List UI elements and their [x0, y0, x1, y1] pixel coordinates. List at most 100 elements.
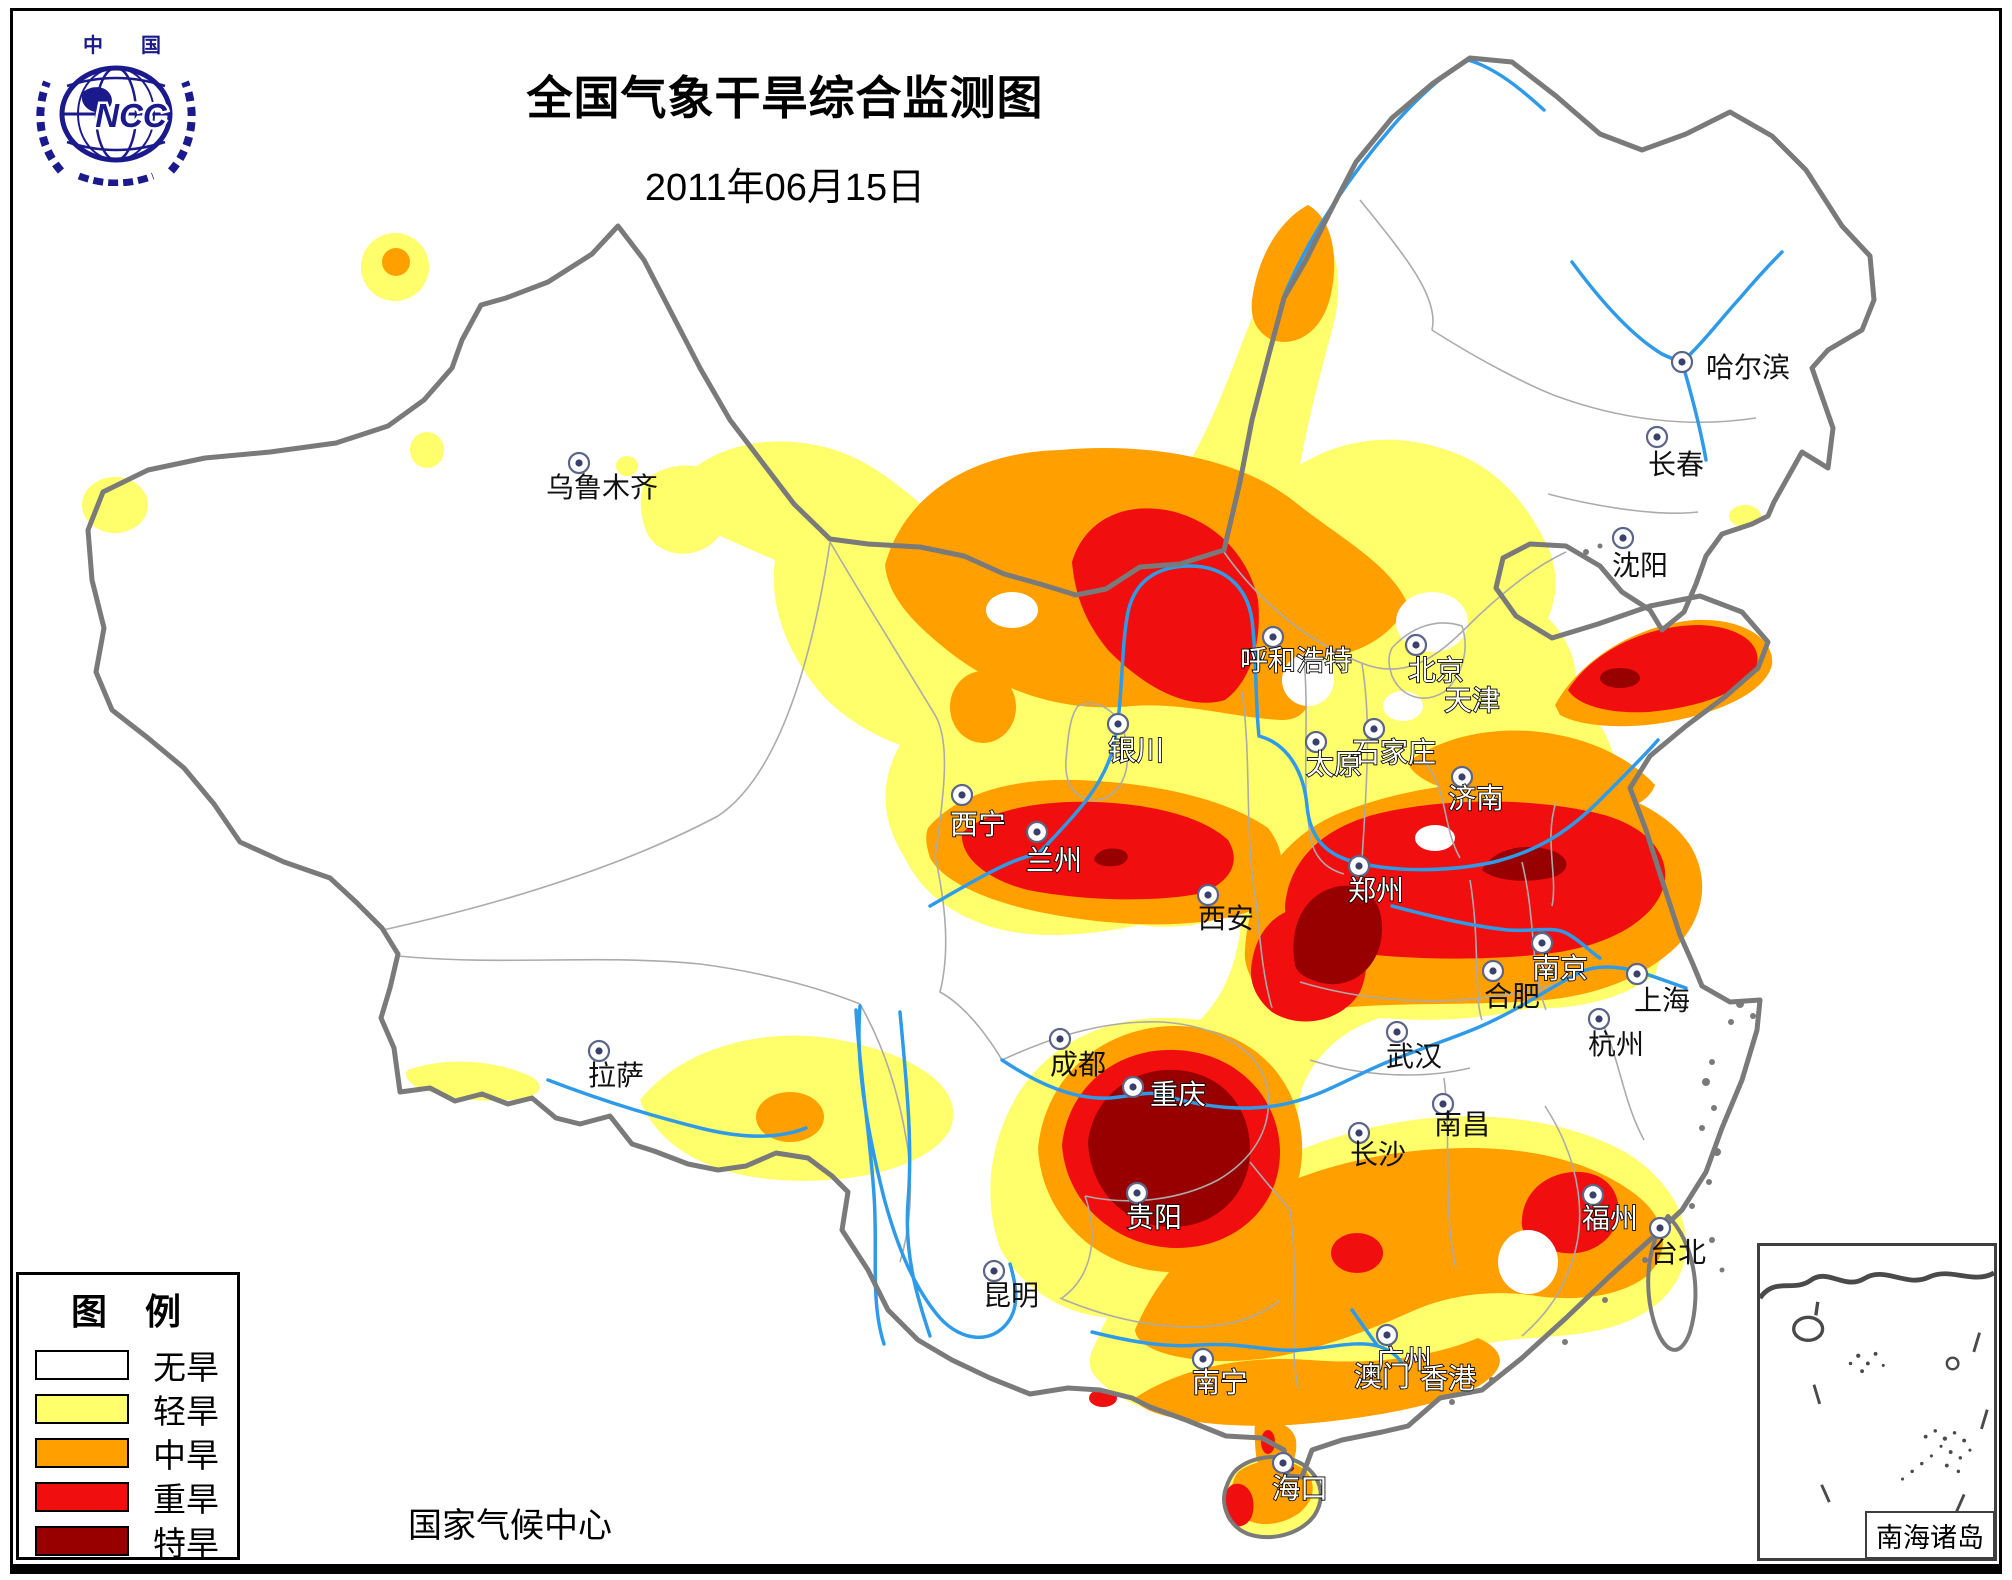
- city-marker-dot-icon: [1355, 1129, 1363, 1137]
- attribution: 国家气候中心: [408, 1506, 612, 1546]
- city-label: 兰州: [1026, 844, 1082, 877]
- city-fuzhou: 福州: [1581, 1183, 1639, 1236]
- legend-item-label: 无旱: [153, 1348, 219, 1387]
- city-haikou: 海口: [1271, 1451, 1329, 1506]
- city-marker-dot-icon: [1458, 773, 1466, 781]
- city-label: 福州: [1582, 1202, 1638, 1235]
- city-label: 郑州: [1348, 874, 1404, 907]
- legend-swatch-extreme: [35, 1526, 129, 1556]
- legend-swatch-severe: [35, 1482, 129, 1512]
- city-marker-dot-icon: [1129, 1083, 1137, 1091]
- city-label: 太原: [1306, 748, 1362, 781]
- drought-layer-none: [986, 592, 1558, 1294]
- inset-label: 南海诸岛: [1876, 1522, 1984, 1554]
- city-label: 重庆: [1150, 1078, 1206, 1111]
- city-label: 北京: [1408, 654, 1464, 687]
- city-marker-dot-icon: [1199, 1355, 1207, 1363]
- city-label: 银川: [1108, 734, 1164, 767]
- city-label: 澳门: [1354, 1360, 1410, 1393]
- city-marker-dot-icon: [1595, 1015, 1603, 1023]
- legend-row-extreme: 特旱: [19, 1519, 237, 1563]
- inset-coastline: [1758, 1270, 1996, 1300]
- city-yinchuan: 银川: [1106, 712, 1165, 768]
- city-label: 上海: [1634, 984, 1690, 1017]
- city-nanchang: 南昌: [1431, 1092, 1490, 1141]
- laurel-bottom-icon: [77, 172, 155, 186]
- city-marker-dot-icon: [1653, 433, 1661, 441]
- legend-title: 图 例: [70, 1291, 195, 1332]
- city-label: 济南: [1448, 782, 1504, 815]
- south-china-sea-inset: 南海诸岛: [1757, 1243, 1997, 1561]
- city-taipei: 台北: [1648, 1216, 1706, 1269]
- city-marker-dot-icon: [1538, 939, 1546, 947]
- city-label: 广州: [1376, 1344, 1432, 1377]
- city-nanning: 南宁: [1191, 1347, 1249, 1400]
- legend: 图 例 无旱 轻旱中旱重旱 特旱: [16, 1272, 240, 1563]
- city-label: 西宁: [950, 808, 1006, 841]
- city-harbin: 哈尔滨: [1670, 350, 1790, 384]
- legend-items: 无旱 轻旱中旱重旱 特旱: [19, 1343, 237, 1563]
- city-label: 石家庄: [1352, 736, 1436, 769]
- city-marker-dot-icon: [1589, 1191, 1597, 1199]
- city-marker-dot-icon: [1033, 828, 1041, 836]
- logo-cn-right: 国: [141, 35, 161, 57]
- city-hefei: 合肥: [1481, 959, 1540, 1013]
- city-marker-dot-icon: [1489, 967, 1497, 975]
- city-label: 成都: [1050, 1048, 1106, 1081]
- city-marker-dot-icon: [958, 791, 966, 799]
- taiwan-outline: [1646, 1214, 1698, 1352]
- city-label: 台北: [1650, 1236, 1706, 1269]
- city-label: 合肥: [1484, 980, 1540, 1013]
- city-label: 南昌: [1434, 1108, 1490, 1141]
- page-date: 2011年06月15日: [644, 167, 926, 209]
- city-marker-dot-icon: [1056, 1035, 1064, 1043]
- city-label: 香港: [1420, 1362, 1476, 1395]
- legend-swatch-mid: [35, 1438, 129, 1468]
- city-label: 南宁: [1192, 1366, 1248, 1399]
- city-label: 海口: [1272, 1472, 1328, 1505]
- laurel-left-icon: [36, 80, 65, 174]
- city-xian: 西安: [1196, 883, 1254, 935]
- city-shijiazhuang: 石家庄: [1351, 717, 1437, 770]
- city-marker-dot-icon: [1412, 641, 1420, 649]
- legend-item-label: 重旱: [153, 1480, 219, 1519]
- city-xining: 西宁: [949, 783, 1007, 842]
- inset-dash-lines: [1812, 1332, 1989, 1535]
- continent-shape: [81, 87, 112, 113]
- city-marker-dot-icon: [1370, 725, 1378, 733]
- city-hongkong: 香港: [1419, 1361, 1477, 1396]
- city-label: 沈阳: [1612, 549, 1668, 582]
- rivers: [546, 58, 1784, 1366]
- legend-row-light: 轻旱: [19, 1387, 237, 1431]
- city-jinan: 济南: [1447, 765, 1505, 816]
- city-label: 哈尔滨: [1706, 351, 1790, 384]
- city-beijing: 北京: [1404, 633, 1465, 688]
- city-marker-dot-icon: [1312, 738, 1320, 746]
- title-block: 全国气象干旱综合监测图 2011年06月15日: [285, 62, 1285, 211]
- legend-item-label: 中旱: [153, 1436, 219, 1475]
- legend-row-severe: 重旱: [19, 1475, 237, 1519]
- inset-islands: [1848, 1351, 1972, 1481]
- city-nanjing: 南京: [1530, 931, 1589, 986]
- city-hangzhou: 杭州: [1587, 1007, 1644, 1061]
- city-label: 乌鲁木齐: [546, 471, 658, 504]
- city-marker-dot-icon: [1439, 1100, 1447, 1108]
- ncc-logo: 中 国 NCC: [36, 33, 196, 186]
- city-marker-dot-icon: [1633, 970, 1641, 978]
- city-marker-dot-icon: [1383, 1331, 1391, 1339]
- inset-label-box: 南海诸岛: [1865, 1511, 1995, 1559]
- city-chengdu: 成都: [1048, 1027, 1106, 1081]
- city-marker-dot-icon: [1355, 862, 1363, 870]
- city-taiyuan: 太原: [1304, 730, 1363, 782]
- city-marker-dot-icon: [1204, 891, 1212, 899]
- legend-row-mid: 中旱: [19, 1431, 237, 1475]
- city-marker-dot-icon: [1678, 358, 1686, 366]
- city-marker-dot-icon: [1279, 1459, 1287, 1467]
- city-marker-dot-icon: [1133, 1189, 1141, 1197]
- city-label: 昆明: [983, 1279, 1039, 1312]
- laurel-right-icon: [167, 80, 196, 174]
- coastal-islets: [1449, 543, 1756, 1405]
- city-label: 杭州: [1588, 1028, 1644, 1061]
